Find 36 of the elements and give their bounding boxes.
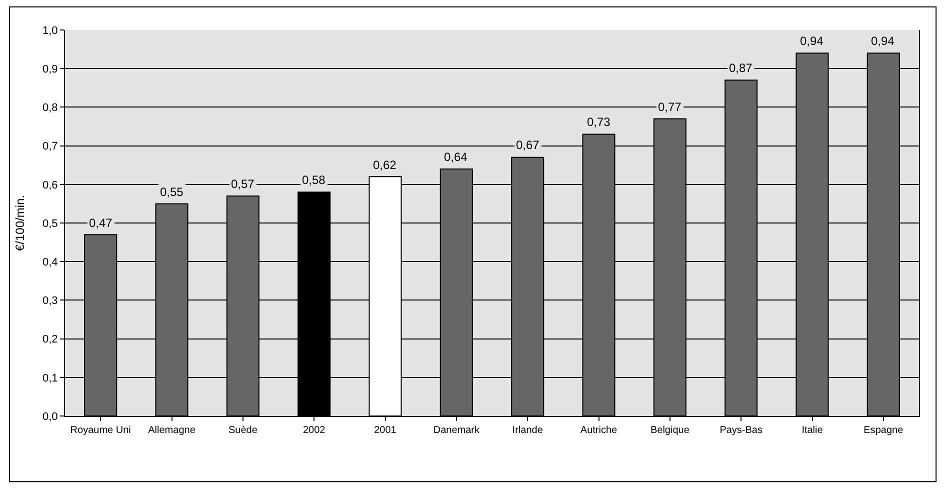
x-tick-label: Espagne [864,425,904,436]
x-tick-label: 2002 [302,425,326,436]
y-tick-label: 0,1 [42,372,58,384]
x-tick-label: Belgique [650,425,690,436]
data-label: 0,94 [871,34,895,48]
data-label: 0,47 [89,216,113,230]
y-tick-label: 0,3 [42,295,58,308]
data-label: 0,58 [302,173,326,187]
x-tick-label: Suède [228,425,258,436]
y-tick-label: 0,0 [42,410,58,423]
data-label: 0,62 [373,158,397,172]
data-label: 0,77 [658,100,682,114]
data-label: 0,67 [516,138,540,152]
y-tick-label: 0,2 [42,334,58,346]
x-tick-label: Pays-Bas [720,425,762,436]
x-tick-label: Irlande [512,425,544,436]
x-tick-label: Autriche [580,425,618,436]
y-tick-label: 0,7 [42,140,58,153]
x-tick-label: 2001 [374,425,397,436]
y-tick-label: 0,5 [42,218,58,230]
x-tick-label: Royaume Uni [70,425,131,436]
x-tick-label: Italie [802,425,824,436]
data-label: 0,64 [444,150,468,164]
y-tick-label: 1,0 [42,24,58,37]
y-tick-label: 0,8 [42,102,58,114]
data-label: 0,73 [587,115,611,129]
x-tick-label: Allemagne [148,425,196,436]
y-tick-label: 0,6 [42,179,58,192]
data-label: 0,57 [231,177,255,191]
data-label: 0,87 [729,61,753,75]
y-axis-title: €/100/min. [12,194,27,252]
y-tick-label: 0,4 [42,256,58,268]
data-label: 0,55 [160,185,184,199]
y-tick-label: 0,9 [42,63,58,76]
x-tick-label: Danemark [433,425,480,436]
data-label: 0,94 [800,34,824,48]
